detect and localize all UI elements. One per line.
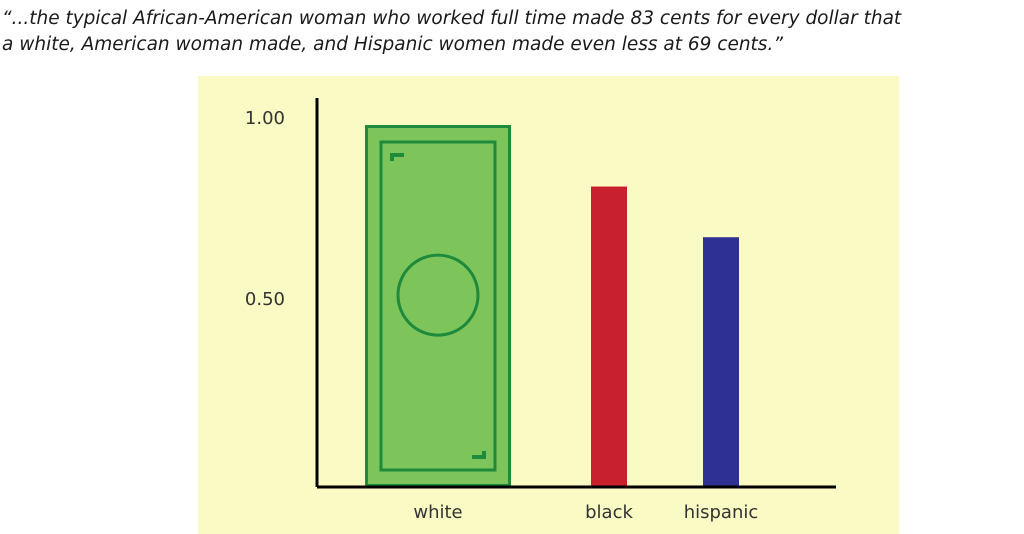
dollar-bill-inner-border <box>379 140 497 472</box>
chart-panel <box>198 76 899 534</box>
y-tick-label: 1.00 <box>245 108 285 129</box>
x-tick-label-white: white <box>413 502 462 523</box>
dollar-bill-seal <box>396 253 480 337</box>
bar-black <box>591 186 627 488</box>
dollar-bill-corner-mark <box>472 451 486 459</box>
dollar-bill-corner-mark <box>390 153 404 161</box>
y-tick-label: 0.50 <box>245 289 285 310</box>
quote-line-1: “...the typical African-American woman w… <box>2 8 902 29</box>
quote-line-2: a white, American woman made, and Hispan… <box>2 34 783 55</box>
bar-hispanic <box>703 237 739 487</box>
quote-text: “...the typical African-American woman w… <box>2 6 1024 58</box>
x-tick-label-hispanic: hispanic <box>684 502 759 523</box>
dollar-bill-icon <box>365 125 511 487</box>
bar-white <box>365 125 511 487</box>
x-tick-label-black: black <box>585 502 633 523</box>
